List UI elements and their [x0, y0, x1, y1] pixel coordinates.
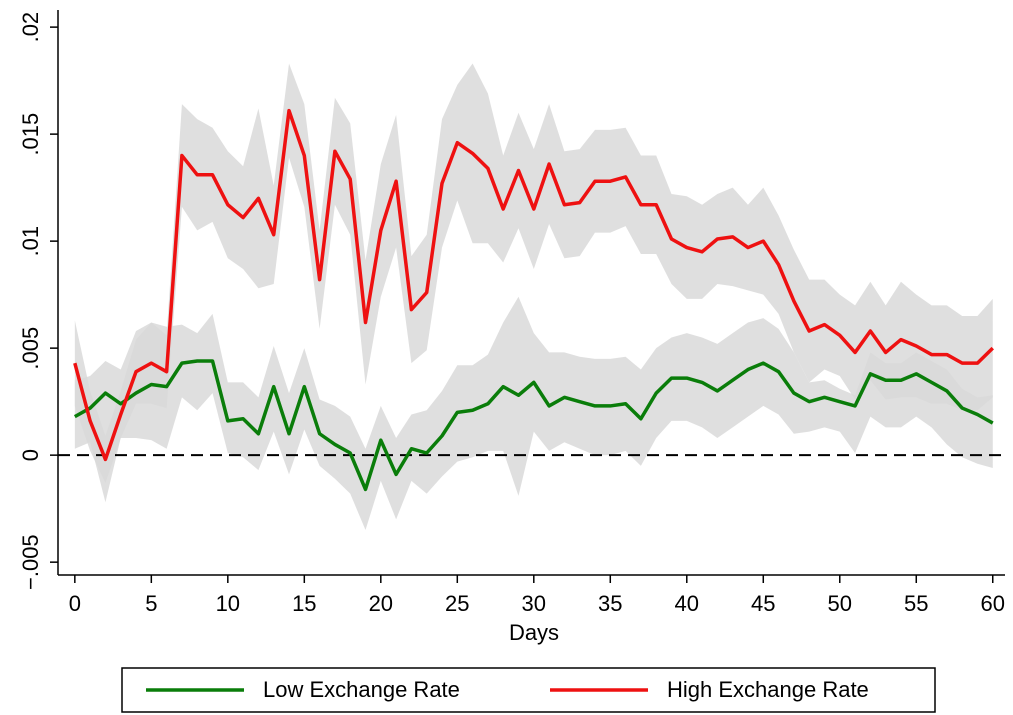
- x-tick-label: 35: [598, 591, 622, 616]
- x-tick-label: 20: [369, 591, 393, 616]
- x-tick-label: 40: [675, 591, 699, 616]
- x-tick-label: 30: [522, 591, 546, 616]
- y-tick-label: .01: [18, 226, 43, 257]
- x-tick-label: 50: [828, 591, 852, 616]
- x-tick-label: 5: [145, 591, 157, 616]
- legend-box: [121, 667, 936, 713]
- x-tick-label: 60: [981, 591, 1005, 616]
- x-tick-label: 15: [292, 591, 316, 616]
- series-line: [73, 359, 994, 492]
- legend-label: High Exchange Rate: [667, 677, 869, 702]
- x-tick-label: 45: [751, 591, 775, 616]
- y-tick-label: −.005: [18, 534, 43, 590]
- series-line: [73, 108, 994, 462]
- y-tick-label: 0: [18, 449, 43, 461]
- legend-label: Low Exchange Rate: [263, 677, 460, 702]
- confidence-band: [74, 296, 993, 531]
- y-tick-label: .015: [18, 113, 43, 156]
- x-axis-label: Days: [509, 620, 559, 645]
- x-tick-label: 10: [216, 591, 240, 616]
- x-tick-label: 25: [445, 591, 469, 616]
- y-tick-label: .02: [18, 12, 43, 43]
- x-tick-label: 55: [904, 591, 928, 616]
- x-tick-label: 0: [69, 591, 81, 616]
- y-tick-label: .005: [18, 327, 43, 370]
